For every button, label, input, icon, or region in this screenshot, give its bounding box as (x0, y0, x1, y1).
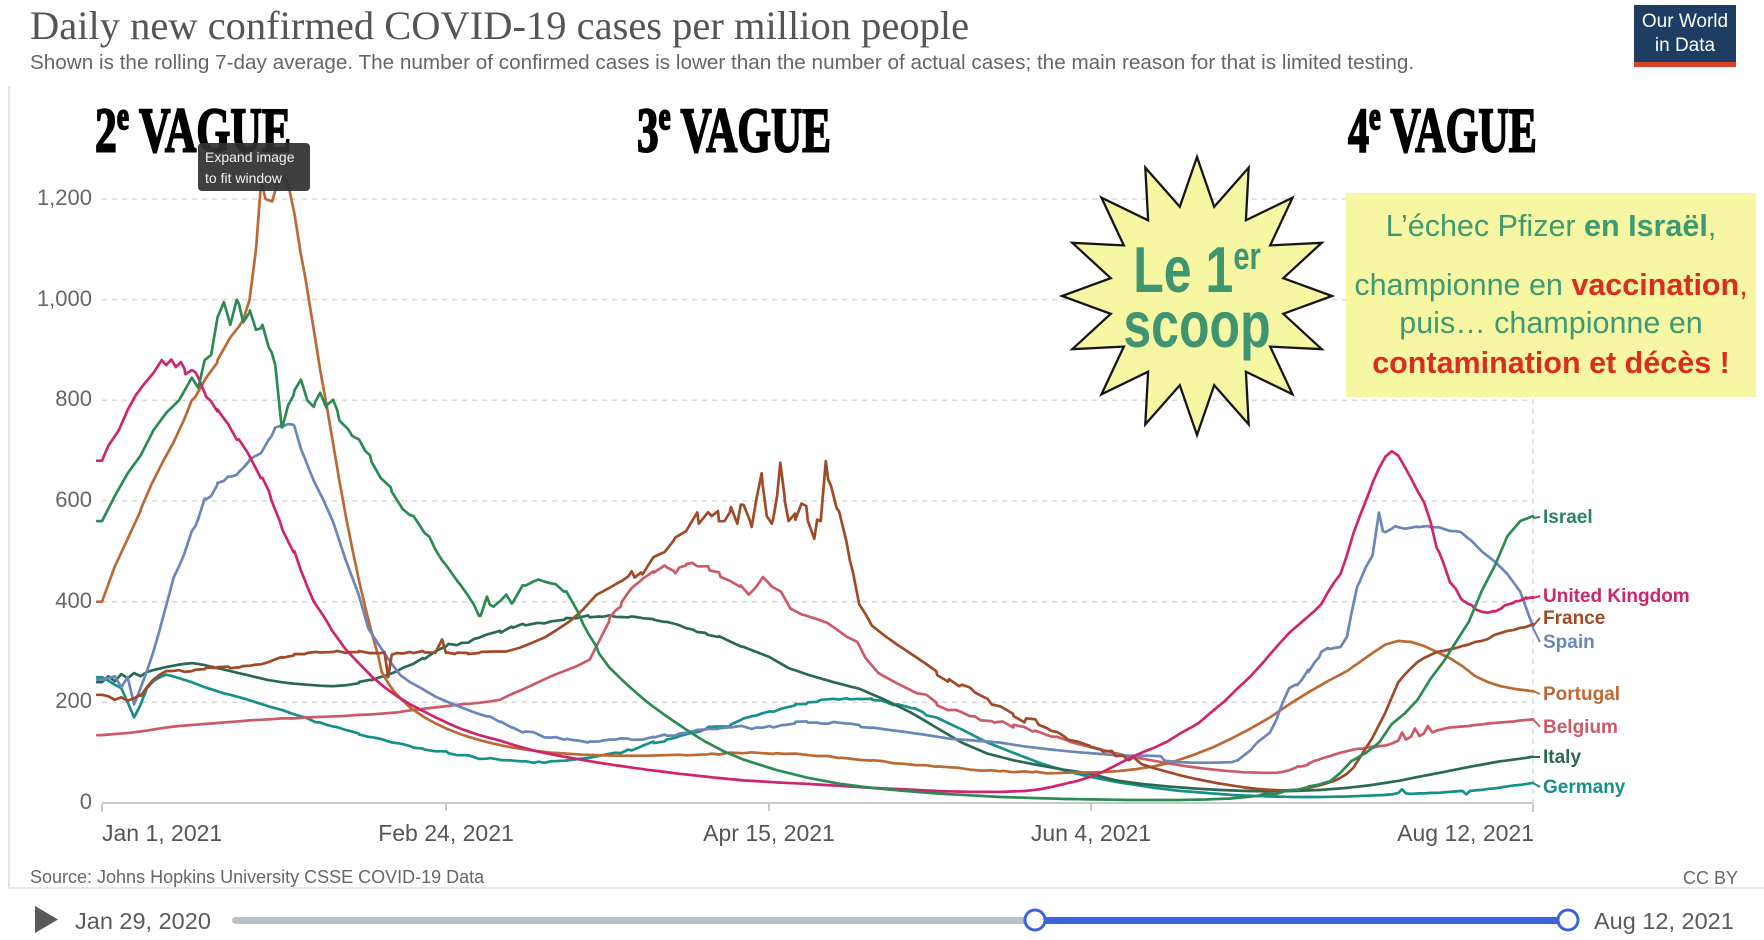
svg-text:Jan 29, 2020: Jan 29, 2020 (75, 908, 211, 934)
svg-text:0: 0 (80, 789, 92, 814)
svg-text:Jan 1, 2021: Jan 1, 2021 (102, 820, 222, 846)
svg-text:600: 600 (55, 487, 92, 512)
svg-text:Spain: Spain (1543, 632, 1595, 653)
svg-text:Italy: Italy (1543, 747, 1581, 768)
svg-text:United Kingdom: United Kingdom (1543, 586, 1690, 607)
svg-text:Feb 24, 2021: Feb 24, 2021 (378, 820, 514, 846)
svg-text:400: 400 (55, 588, 92, 613)
svg-text:Aug 12, 2021: Aug 12, 2021 (1594, 908, 1734, 934)
svg-text:Jun 4, 2021: Jun 4, 2021 (1031, 820, 1151, 846)
svg-text:Portugal: Portugal (1543, 684, 1620, 705)
svg-text:Germany: Germany (1543, 777, 1626, 798)
svg-text:Belgium: Belgium (1543, 717, 1618, 738)
svg-text:1,000: 1,000 (37, 286, 92, 311)
svg-text:200: 200 (55, 688, 92, 713)
svg-text:Apr 15, 2021: Apr 15, 2021 (703, 820, 835, 846)
svg-text:Israel: Israel (1543, 507, 1593, 528)
svg-text:800: 800 (55, 386, 92, 411)
svg-text:1,200: 1,200 (37, 185, 92, 210)
svg-text:Aug 12, 2021: Aug 12, 2021 (1397, 820, 1534, 846)
svg-text:France: France (1543, 608, 1605, 629)
